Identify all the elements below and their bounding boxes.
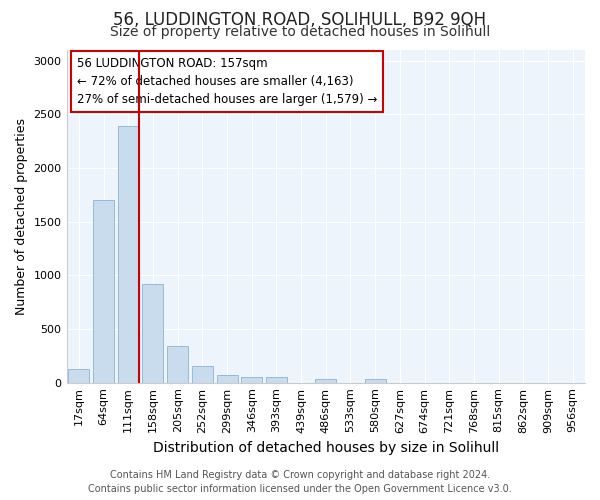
Y-axis label: Number of detached properties: Number of detached properties: [15, 118, 28, 315]
Text: 56, LUDDINGTON ROAD, SOLIHULL, B92 9QH: 56, LUDDINGTON ROAD, SOLIHULL, B92 9QH: [113, 11, 487, 29]
Bar: [315, 379, 336, 382]
Bar: [93, 200, 114, 382]
Bar: [118, 126, 139, 382]
Bar: [142, 284, 163, 382]
Bar: [217, 374, 238, 382]
Bar: [68, 368, 89, 382]
Bar: [365, 380, 386, 382]
Text: 56 LUDDINGTON ROAD: 157sqm
← 72% of detached houses are smaller (4,163)
27% of s: 56 LUDDINGTON ROAD: 157sqm ← 72% of deta…: [77, 56, 377, 106]
Bar: [192, 366, 213, 382]
Bar: [266, 377, 287, 382]
X-axis label: Distribution of detached houses by size in Solihull: Distribution of detached houses by size …: [153, 441, 499, 455]
Bar: [241, 377, 262, 382]
Bar: [167, 346, 188, 383]
Text: Contains HM Land Registry data © Crown copyright and database right 2024.
Contai: Contains HM Land Registry data © Crown c…: [88, 470, 512, 494]
Text: Size of property relative to detached houses in Solihull: Size of property relative to detached ho…: [110, 25, 490, 39]
